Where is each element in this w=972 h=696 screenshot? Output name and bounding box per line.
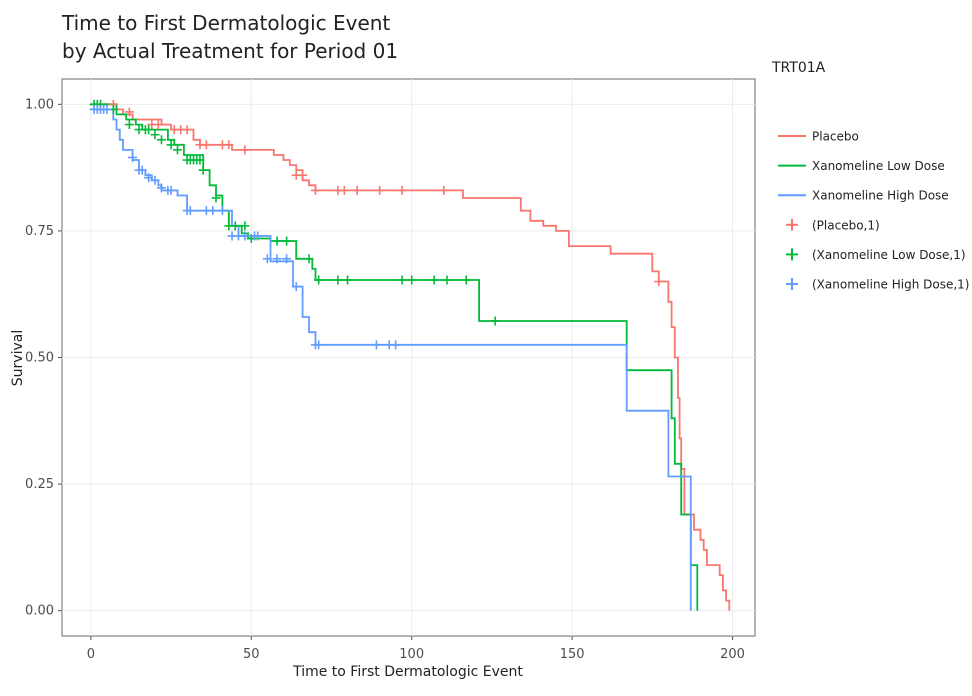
censor-mark-xanomeline-low-dose	[230, 221, 240, 231]
censor-mark-xanomeline-low-dose	[195, 155, 205, 165]
censor-mark-placebo	[153, 120, 163, 130]
censor-mark-placebo	[439, 185, 449, 195]
censor-mark-xanomeline-high-dose	[137, 165, 147, 175]
censor-mark-placebo	[124, 107, 134, 117]
censor-mark-xanomeline-low-dose	[314, 275, 324, 285]
legend-item[interactable]: (Xanomeline High Dose,1)	[786, 278, 970, 292]
x-tick-label: 100	[399, 647, 424, 662]
censor-mark-xanomeline-high-dose	[144, 173, 154, 183]
legend-label: (Xanomeline Low Dose,1)	[812, 248, 966, 262]
legend: Placebo Xanomeline Low Dose Xanomeline Hig…	[778, 130, 970, 292]
censor-mark-xanomeline-low-dose	[397, 275, 407, 285]
chart-title-line-1: Time to First Dermatologic Event	[61, 11, 390, 35]
y-tick-label: 0.00	[25, 604, 54, 619]
censor-mark-xanomeline-high-dose	[156, 183, 166, 193]
censor-mark-xanomeline-low-dose	[490, 316, 500, 326]
plus-icon	[786, 278, 798, 290]
censor-mark-xanomeline-high-dose	[314, 340, 324, 350]
y-tick-label: 0.50	[25, 351, 54, 366]
y-tick-label: 1.00	[25, 97, 54, 112]
censor-mark-xanomeline-high-dose	[272, 254, 282, 264]
censor-mark-placebo	[224, 140, 234, 150]
censor-mark-xanomeline-low-dose	[282, 236, 292, 246]
plus-icon	[786, 248, 798, 261]
censor-mark-xanomeline-high-dose	[291, 282, 301, 292]
censor-mark-xanomeline-low-dose	[211, 193, 221, 203]
censor-marks	[89, 99, 664, 350]
censor-mark-xanomeline-low-dose	[272, 236, 282, 246]
censor-mark-xanomeline-low-dose	[144, 125, 154, 135]
y-axis-title: Survival	[10, 330, 26, 386]
censor-mark-xanomeline-low-dose	[333, 275, 343, 285]
censor-mark-xanomeline-low-dose	[304, 254, 314, 264]
censor-mark-xanomeline-high-dose	[240, 231, 250, 241]
legend-label: Xanomeline High Dose	[812, 189, 949, 203]
legend-item[interactable]: Xanomeline High Dose	[778, 189, 949, 203]
censor-mark-xanomeline-low-dose	[198, 165, 208, 175]
legend-item[interactable]: (Xanomeline Low Dose,1)	[786, 248, 966, 262]
legend-label: Placebo	[812, 130, 859, 144]
legend-label: Xanomeline Low Dose	[812, 159, 945, 173]
legend-item[interactable]: Placebo	[778, 130, 859, 144]
x-tick-label: 0	[87, 647, 95, 662]
censor-mark-xanomeline-low-dose	[166, 140, 176, 150]
censor-mark-xanomeline-low-dose	[407, 275, 417, 285]
x-tick-label: 150	[560, 647, 585, 662]
censor-mark-xanomeline-high-dose	[185, 206, 195, 216]
chart-title: Time to First Dermatologic Event by Actu…	[61, 11, 398, 63]
y-tick-label: 0.25	[25, 477, 54, 492]
censor-mark-xanomeline-low-dose	[240, 221, 250, 231]
censor-mark-xanomeline-high-dose	[128, 152, 138, 162]
censor-mark-xanomeline-low-dose	[173, 145, 182, 155]
censor-mark-xanomeline-low-dose	[461, 275, 471, 285]
censor-mark-placebo	[182, 125, 192, 135]
censor-mark-placebo	[310, 185, 320, 195]
censor-mark-placebo	[654, 277, 664, 287]
legend-item[interactable]: (Placebo,1)	[786, 218, 880, 232]
censor-mark-xanomeline-low-dose	[124, 120, 134, 130]
censor-mark-xanomeline-high-dose	[262, 254, 272, 264]
legend-item[interactable]: Xanomeline Low Dose	[778, 159, 945, 173]
censor-mark-xanomeline-low-dose	[150, 130, 160, 140]
censor-mark-placebo	[339, 185, 349, 195]
legend-label: (Placebo,1)	[812, 218, 880, 232]
chart-title-line-2: by Actual Treatment for Period 01	[62, 39, 398, 63]
censor-mark-xanomeline-high-dose	[217, 206, 227, 216]
y-tick-label: 0.75	[25, 224, 54, 239]
censor-mark-placebo	[298, 170, 308, 180]
plus-icon	[786, 218, 798, 231]
censor-mark-xanomeline-high-dose	[208, 206, 218, 216]
x-axis-title: Time to First Dermatologic Event	[292, 664, 523, 680]
censor-mark-xanomeline-low-dose	[429, 275, 439, 285]
axes: 0 50 100 150 200 0.00 0.25 0.50 0.75 1.00	[25, 97, 745, 662]
censor-mark-xanomeline-low-dose	[156, 135, 166, 145]
censor-mark-placebo	[397, 185, 407, 195]
x-tick-label: 50	[243, 647, 260, 662]
censor-mark-placebo	[201, 140, 211, 150]
censor-mark-xanomeline-high-dose	[391, 340, 401, 350]
censor-mark-xanomeline-high-dose	[166, 185, 176, 195]
x-tick-label: 200	[720, 647, 745, 662]
grid	[62, 79, 755, 636]
censor-mark-placebo	[240, 145, 250, 155]
series-line-xanomeline-high-dose	[90, 108, 692, 611]
censor-mark-xanomeline-high-dose	[150, 175, 160, 185]
censor-mark-xanomeline-low-dose	[442, 275, 452, 285]
censor-mark-xanomeline-high-dose	[253, 231, 263, 241]
legend-label: (Xanomeline High Dose,1)	[812, 278, 970, 292]
censor-mark-xanomeline-high-dose	[282, 254, 292, 264]
censor-mark-xanomeline-low-dose	[343, 275, 353, 285]
censor-mark-placebo	[352, 185, 362, 195]
censor-mark-xanomeline-high-dose	[102, 104, 112, 114]
legend-title: TRT01A	[771, 60, 826, 76]
censor-mark-xanomeline-high-dose	[371, 340, 381, 350]
series-line-placebo	[90, 103, 731, 611]
censor-mark-placebo	[375, 185, 385, 195]
